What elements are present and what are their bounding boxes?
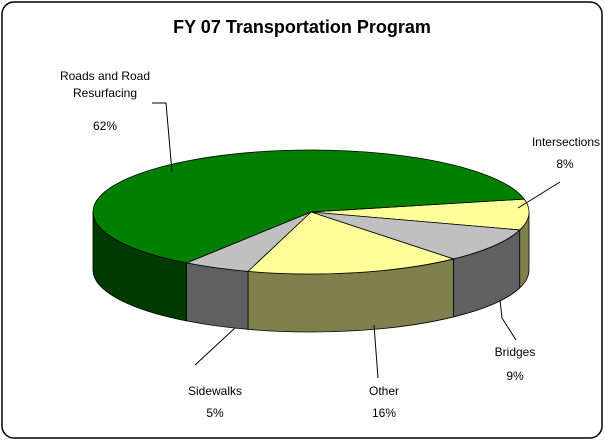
pie-tops [92,149,530,275]
leader-line [517,181,561,209]
slice-percent: 9% [506,369,524,383]
leader-line [373,324,379,379]
pie-slice [92,149,526,264]
slice-percent: 8% [556,157,574,171]
slice-percent: 16% [371,406,397,420]
leader-line [152,102,173,173]
slice-percent: 62% [92,119,118,133]
leader-line [194,327,236,366]
pie-slice [310,198,530,231]
slice-label: Other [368,384,399,398]
slice-label: Sidewalks [187,384,243,398]
chart-title: FY 07 Transportation Program [173,17,431,37]
leader-line [499,299,517,341]
pie-slice [247,211,455,275]
slice-label: Roads and Road Resurfacing [59,69,151,100]
pie-slice [310,211,521,260]
slice-label: Intersections [531,135,600,149]
pie-sides [92,211,530,333]
slice-percent: 5% [206,406,224,420]
slice-label: Bridges [494,345,536,359]
pie-side [186,262,249,330]
